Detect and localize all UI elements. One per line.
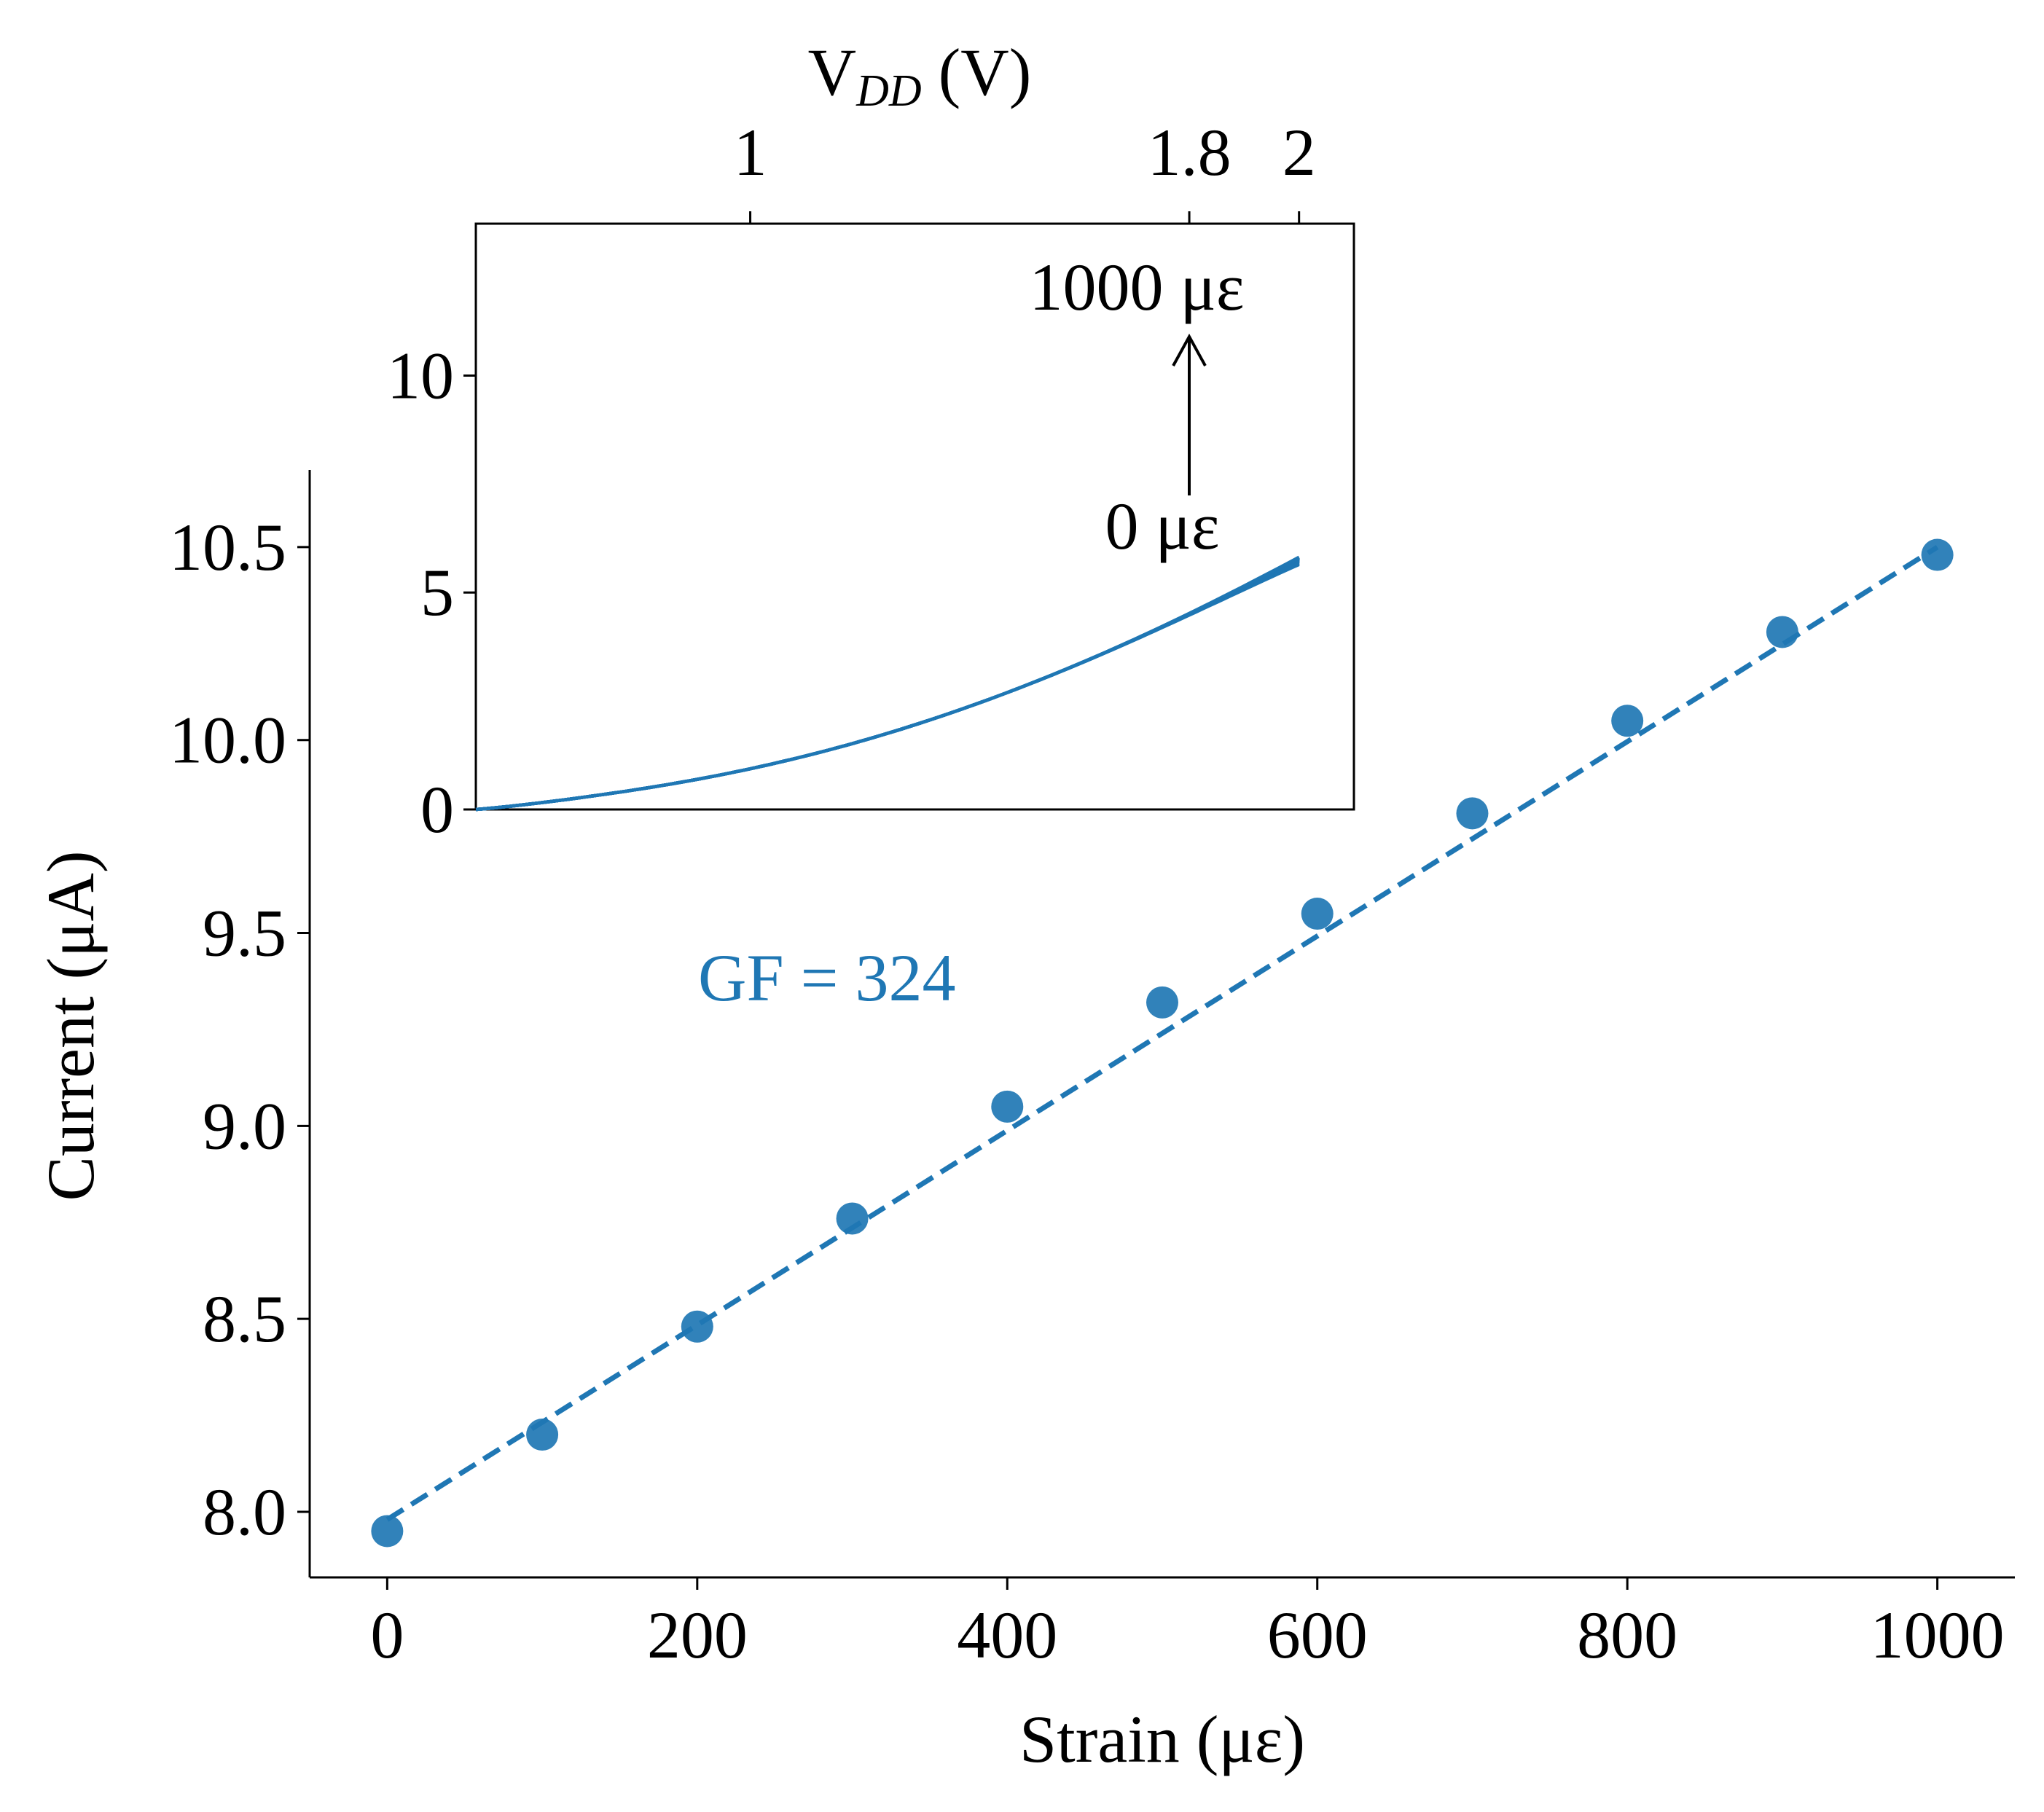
data-point xyxy=(526,1419,559,1451)
data-point xyxy=(1611,705,1644,737)
main-x-axis-label: Strain (με) xyxy=(1019,1702,1305,1776)
inset-transfer-curve xyxy=(475,555,1300,812)
main-y-axis-label: Current (μA) xyxy=(34,850,108,1201)
inset-y-tick-label: 0 xyxy=(420,772,454,847)
inset-annotation-0: 0 με xyxy=(1105,489,1220,563)
data-point xyxy=(991,1090,1024,1123)
main-x-tick-label: 200 xyxy=(647,1598,748,1672)
main-y-tick-label: 10.5 xyxy=(169,510,286,584)
inset-y-tick-label: 5 xyxy=(420,555,454,630)
data-point xyxy=(1456,797,1489,830)
main-x-tick-label: 600 xyxy=(1267,1598,1368,1672)
main-x-tick-label: 800 xyxy=(1577,1598,1677,1672)
inset-x-tick-label: 2 xyxy=(1283,115,1316,189)
data-point xyxy=(371,1515,404,1548)
inset-x-tick-label: 1.8 xyxy=(1148,115,1232,189)
strain-direction-arrow xyxy=(1172,333,1207,495)
linear-fit-line xyxy=(385,544,1939,1522)
inset-y-tick-label: 10 xyxy=(387,338,454,412)
main-x-tick-label: 1000 xyxy=(1871,1598,2005,1672)
inset-frame xyxy=(474,222,1355,811)
main-y-tick-label: 9.5 xyxy=(203,896,286,970)
gauge-factor-annotation: GF = 324 xyxy=(698,941,956,1015)
main-x-tick-label: 0 xyxy=(370,1598,404,1672)
data-point xyxy=(836,1202,869,1235)
inset-axes: 1 1.8 2 0 5 10 VDD (V) 1000 με 0 με xyxy=(387,35,1355,847)
inset-x-tick-label: 1 xyxy=(734,115,767,189)
inset-x-axis-label: VDD (V) xyxy=(808,35,1032,116)
main-y-tick-label: 9.0 xyxy=(203,1089,286,1163)
data-point xyxy=(681,1310,713,1343)
main-y-tick-label: 10.0 xyxy=(169,703,286,777)
main-y-tick-label: 8.5 xyxy=(203,1282,286,1356)
main-axes: 0 200 400 600 800 1000 8.0 8.5 9.0 9.5 10.0 10.5 S… xyxy=(34,470,2015,1776)
inset-annotation-1000: 1000 με xyxy=(1030,250,1245,324)
main-x-tick-label: 400 xyxy=(957,1598,1057,1672)
data-point xyxy=(1921,538,1954,571)
main-y-tick-label: 8.0 xyxy=(203,1475,286,1549)
data-point xyxy=(1766,616,1798,648)
data-point xyxy=(1301,898,1334,930)
data-point xyxy=(1146,986,1178,1019)
